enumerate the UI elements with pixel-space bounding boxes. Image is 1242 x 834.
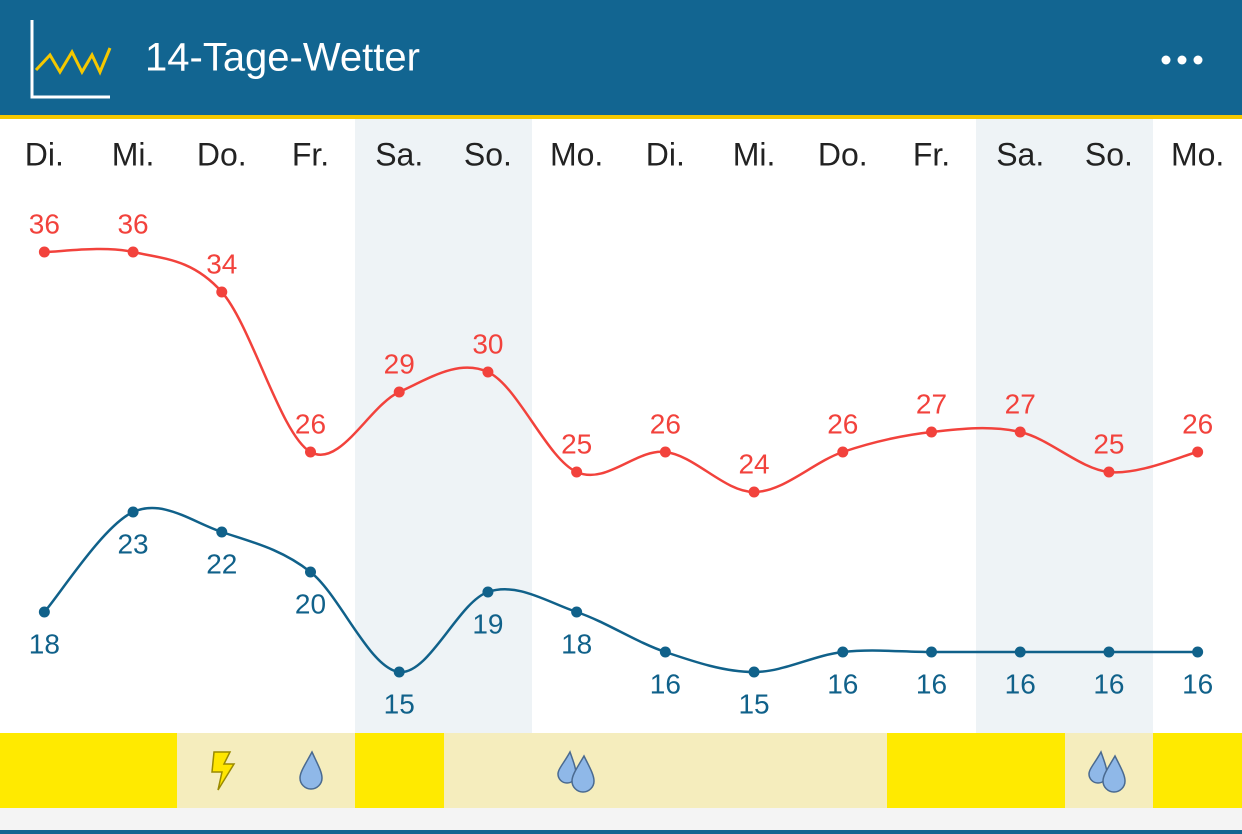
day-label: Sa. (375, 136, 423, 172)
value-label: 27 (916, 388, 947, 419)
app-icon (30, 20, 112, 99)
temperature-point (216, 526, 228, 538)
value-label: 16 (650, 668, 681, 699)
day-label: Mi. (733, 136, 776, 172)
day-label: Di. (25, 136, 64, 172)
value-label: 26 (1182, 408, 1213, 439)
weekend-shade (976, 119, 1153, 733)
temperature-point (1192, 446, 1204, 458)
menu-button[interactable] (1161, 55, 1203, 65)
day-label: Do. (818, 136, 868, 172)
temperature-point (926, 646, 937, 658)
value-label: 23 (117, 528, 148, 559)
temperature-point (1103, 466, 1115, 478)
day-label: So. (464, 136, 512, 172)
value-label: 34 (206, 248, 237, 279)
temperature-point (837, 446, 849, 458)
value-label: 29 (384, 348, 415, 379)
value-label: 22 (206, 548, 237, 579)
temperature-point (127, 506, 139, 518)
value-label: 25 (561, 428, 592, 459)
temperature-point (748, 486, 760, 498)
value-label: 25 (1093, 428, 1124, 459)
value-label: 26 (827, 408, 858, 439)
value-label: 36 (29, 208, 60, 239)
day-label: Do. (197, 136, 247, 172)
value-label: 24 (738, 448, 769, 479)
value-label: 30 (472, 328, 503, 359)
day-label: Mo. (1171, 136, 1224, 172)
temperature-point (1192, 646, 1204, 658)
temperature-point (482, 586, 494, 598)
value-label: 20 (295, 588, 326, 619)
header-accent (0, 115, 1242, 119)
temperature-point (659, 646, 671, 658)
day-label: Mo. (550, 136, 603, 172)
value-label: 18 (29, 628, 60, 659)
temperature-point (393, 666, 405, 678)
value-label: 15 (738, 688, 769, 719)
value-label: 16 (1093, 668, 1124, 699)
header-title: 14-Tage-Wetter (145, 36, 420, 80)
heavy-rain-icon (557, 750, 595, 793)
temperature-point (38, 246, 50, 258)
temperature-point (482, 366, 494, 378)
heavy-rain-icon (1088, 750, 1126, 793)
temperature-point (659, 446, 671, 458)
day-label: So. (1085, 136, 1133, 172)
footer (0, 808, 1242, 834)
temperature-point (926, 426, 937, 438)
temperature-point (38, 606, 50, 618)
footer-line (0, 830, 1242, 834)
thunder-icon (211, 751, 236, 791)
day-label: Fr. (913, 136, 950, 172)
value-label: 19 (472, 608, 503, 639)
weather-strip (0, 733, 1242, 808)
weekend-shade (355, 119, 532, 733)
temperature-point (571, 606, 583, 618)
day-label: Sa. (996, 136, 1044, 172)
temperature-point (571, 466, 583, 478)
temperature-point (305, 446, 316, 458)
value-label: 16 (916, 668, 947, 699)
temperature-point (216, 286, 228, 298)
temperature-point (837, 646, 849, 658)
value-label: 18 (561, 628, 592, 659)
day-label: Di. (646, 136, 685, 172)
value-label: 16 (827, 668, 858, 699)
value-label: 16 (1005, 668, 1036, 699)
temperature-point (1103, 646, 1115, 658)
value-label: 26 (295, 408, 326, 439)
day-label: Fr. (292, 136, 329, 172)
temperature-point (393, 386, 405, 398)
value-label: 16 (1182, 668, 1213, 699)
temperature-point (127, 246, 139, 258)
value-label: 27 (1005, 388, 1036, 419)
rain-icon (299, 750, 323, 790)
day-label: Mi. (112, 136, 155, 172)
temperature-point (1014, 426, 1026, 438)
header-bar (0, 0, 1242, 115)
value-label: 26 (650, 408, 681, 439)
value-label: 15 (384, 688, 415, 719)
temperature-point (1014, 646, 1026, 658)
temperature-line (44, 247, 1198, 494)
temperature-point (305, 566, 316, 578)
value-label: 36 (117, 208, 148, 239)
temperature-point (748, 666, 760, 678)
